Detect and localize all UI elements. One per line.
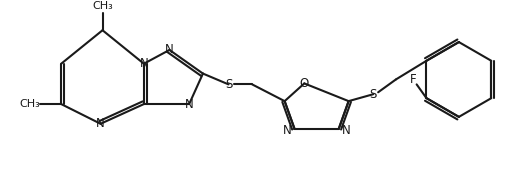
Text: O: O	[300, 77, 309, 90]
Text: CH₃: CH₃	[92, 1, 113, 11]
Text: CH₃: CH₃	[19, 99, 40, 109]
Text: N: N	[165, 44, 174, 56]
Text: N: N	[283, 124, 291, 137]
Text: N: N	[185, 98, 193, 111]
Text: N: N	[96, 117, 105, 130]
Text: N: N	[139, 57, 148, 70]
Text: F: F	[409, 73, 416, 86]
Text: S: S	[225, 78, 232, 91]
Text: N: N	[342, 124, 351, 137]
Text: S: S	[369, 88, 377, 101]
